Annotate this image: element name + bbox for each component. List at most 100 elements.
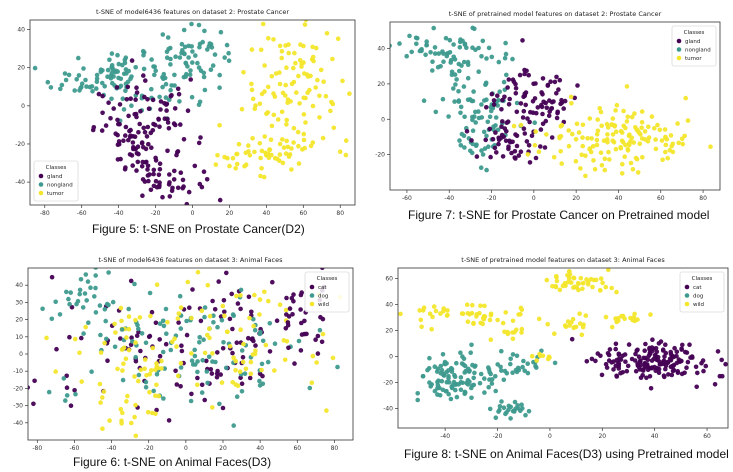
scatter-point <box>163 95 169 100</box>
scatter-point <box>461 59 467 65</box>
scatter-point <box>103 318 108 324</box>
scatter-point <box>164 55 170 60</box>
scatter-point <box>493 130 498 135</box>
scatter-point <box>217 72 222 78</box>
scatter-point <box>592 167 598 172</box>
scatter-point <box>76 73 82 78</box>
scatter-point <box>86 320 91 325</box>
scatter-point <box>286 42 291 47</box>
scatter-point <box>458 387 464 393</box>
scatter-point <box>173 368 178 374</box>
scatter-point <box>621 108 626 114</box>
scatter-point <box>518 122 524 128</box>
scatter-point <box>598 150 604 155</box>
scatter-point <box>189 351 194 356</box>
scatter-point <box>178 170 184 175</box>
scatter-point <box>277 141 283 147</box>
scatter-point <box>156 172 162 178</box>
scatter-point <box>126 347 132 353</box>
scatter-point <box>234 161 240 167</box>
scatter-point <box>143 340 149 346</box>
scatter-point <box>185 64 190 69</box>
scatter-point <box>500 154 506 159</box>
scatter-point <box>505 119 511 124</box>
scatter-point <box>524 139 530 144</box>
scatter-point <box>84 298 89 303</box>
scatter-point <box>597 288 603 293</box>
scatter-point <box>670 149 676 155</box>
y-tick-label: 0 <box>389 353 393 360</box>
scatter-point <box>513 406 518 411</box>
scatter-point <box>77 287 83 293</box>
x-tick-label: 20 <box>226 210 234 217</box>
scatter-point <box>106 270 111 275</box>
scatter-point <box>554 115 560 121</box>
scatter-point <box>626 133 632 139</box>
scatter-point <box>218 372 223 377</box>
scatter-point <box>210 63 216 68</box>
scatter-point <box>138 367 144 373</box>
scatter-point <box>601 138 607 143</box>
scatter-point <box>449 369 455 374</box>
scatter-point <box>301 43 306 49</box>
scatter-point <box>310 44 315 50</box>
legend-title: Classes <box>684 30 705 36</box>
scatter-point <box>46 389 52 395</box>
scatter-point <box>143 385 149 390</box>
scatter-point <box>610 132 616 137</box>
scatter-point <box>554 274 559 280</box>
scatter-point <box>567 323 572 328</box>
scatter-point <box>404 53 409 59</box>
scatter-point <box>201 70 207 76</box>
scatter-point <box>527 160 533 165</box>
scatter-point <box>253 103 258 108</box>
scatter-point <box>246 143 251 148</box>
scatter-point <box>277 302 283 307</box>
scatter-point <box>192 163 198 169</box>
scatter-point <box>594 132 600 137</box>
scatter-point <box>656 370 662 375</box>
scatter-point <box>68 403 74 408</box>
x-tick-label: 40 <box>263 210 271 217</box>
scatter-point <box>493 374 498 379</box>
scatter-point <box>157 353 163 359</box>
scatter-point <box>118 76 124 82</box>
scatter-point <box>330 355 336 361</box>
scatter-point <box>484 56 489 61</box>
scatter-point <box>128 96 133 101</box>
scatter-point <box>605 140 610 145</box>
scatter-point <box>134 333 140 338</box>
scatter-point <box>499 368 504 373</box>
scatter-point <box>64 393 70 398</box>
scatter-point <box>492 145 498 151</box>
scatter-point <box>133 111 139 117</box>
figure-5-panel: t-SNE of model6436 features on dataset 2… <box>0 0 365 220</box>
scatter-point <box>170 339 175 345</box>
scatter-point <box>217 123 222 128</box>
scatter-point <box>703 363 709 369</box>
scatter-point <box>77 350 82 356</box>
scatter-point <box>298 307 303 312</box>
scatter-point <box>127 128 132 134</box>
scatter-point <box>519 326 525 332</box>
scatter-point <box>140 48 146 54</box>
scatter-point <box>195 269 201 275</box>
scatter-point <box>186 43 191 49</box>
scatter-point <box>40 306 45 312</box>
scatter-point <box>189 315 194 321</box>
scatter-point <box>453 82 458 87</box>
scatter-point <box>661 358 667 363</box>
scatter-point <box>94 79 100 85</box>
scatter-point <box>727 132 732 137</box>
scatter-point <box>267 147 272 152</box>
chart-title: t-SNE of model6436 features on dataset 3… <box>99 256 284 264</box>
scatter-point <box>474 154 480 159</box>
scatter-point <box>172 106 178 111</box>
scatter-point <box>221 298 227 303</box>
scatter-point <box>599 123 604 129</box>
scatter-point <box>469 383 475 388</box>
scatter-point <box>559 122 565 128</box>
scatter-point <box>520 38 525 43</box>
scatter-point <box>479 148 484 153</box>
scatter-point <box>652 126 657 131</box>
